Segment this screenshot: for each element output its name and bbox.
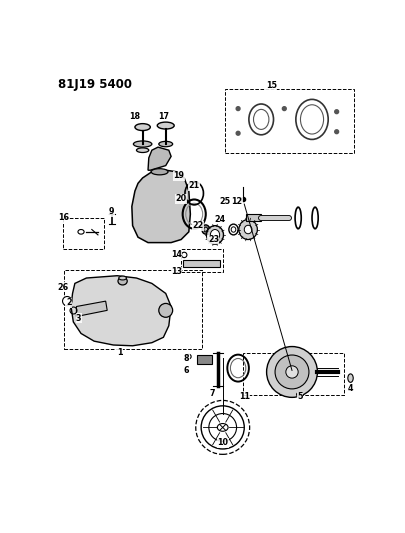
Ellipse shape — [181, 252, 186, 257]
Ellipse shape — [158, 141, 172, 147]
Ellipse shape — [133, 141, 151, 147]
Text: 9: 9 — [109, 207, 114, 216]
Circle shape — [334, 130, 338, 134]
Text: 81J19 5400: 81J19 5400 — [58, 78, 132, 91]
Bar — [62, 218, 104, 249]
Ellipse shape — [206, 225, 223, 244]
Ellipse shape — [238, 220, 257, 239]
Text: 3: 3 — [76, 313, 81, 322]
Polygon shape — [76, 301, 107, 317]
Text: 17: 17 — [158, 112, 168, 121]
Circle shape — [62, 296, 72, 306]
Text: 8: 8 — [183, 353, 189, 362]
Text: 18: 18 — [129, 112, 140, 121]
Text: 25: 25 — [219, 197, 230, 206]
Bar — [182, 260, 219, 267]
Circle shape — [285, 366, 297, 378]
Text: 24: 24 — [213, 215, 225, 224]
Text: 23: 23 — [207, 235, 218, 244]
Bar — [181, 249, 222, 272]
Circle shape — [158, 303, 172, 317]
Text: 26: 26 — [58, 283, 69, 292]
Ellipse shape — [210, 230, 219, 240]
Ellipse shape — [136, 148, 148, 152]
Text: 19: 19 — [173, 171, 184, 180]
Text: 10: 10 — [217, 438, 228, 447]
Text: 16: 16 — [58, 213, 68, 222]
Bar — [224, 88, 354, 152]
Text: 6: 6 — [183, 366, 189, 375]
Polygon shape — [71, 276, 171, 346]
Text: 11: 11 — [238, 392, 249, 401]
Ellipse shape — [157, 122, 174, 129]
Bar — [242, 353, 343, 395]
Polygon shape — [132, 170, 190, 243]
Circle shape — [282, 107, 286, 110]
Text: 4: 4 — [347, 384, 352, 393]
Ellipse shape — [347, 374, 352, 382]
Ellipse shape — [203, 227, 207, 232]
Text: 12: 12 — [230, 197, 241, 206]
Text: 22: 22 — [192, 221, 203, 230]
Text: 20: 20 — [175, 194, 186, 203]
Circle shape — [275, 355, 308, 389]
Ellipse shape — [118, 277, 127, 285]
Circle shape — [236, 107, 239, 110]
Circle shape — [334, 110, 338, 114]
Ellipse shape — [151, 168, 168, 175]
Text: 14: 14 — [171, 251, 181, 260]
Ellipse shape — [201, 225, 209, 234]
Text: 15: 15 — [265, 81, 276, 90]
Circle shape — [236, 131, 239, 135]
Ellipse shape — [134, 124, 150, 131]
Polygon shape — [148, 147, 171, 170]
Text: 2: 2 — [66, 298, 71, 307]
Text: 5: 5 — [296, 392, 302, 401]
Ellipse shape — [119, 276, 126, 280]
Circle shape — [266, 346, 317, 398]
Ellipse shape — [78, 230, 84, 234]
Text: 1: 1 — [117, 348, 122, 357]
Bar — [64, 270, 201, 349]
Ellipse shape — [244, 225, 252, 234]
Bar — [245, 214, 260, 221]
Text: 13: 13 — [171, 268, 181, 276]
Text: 7: 7 — [209, 389, 214, 398]
Bar — [196, 355, 211, 364]
Text: 21: 21 — [188, 181, 199, 190]
